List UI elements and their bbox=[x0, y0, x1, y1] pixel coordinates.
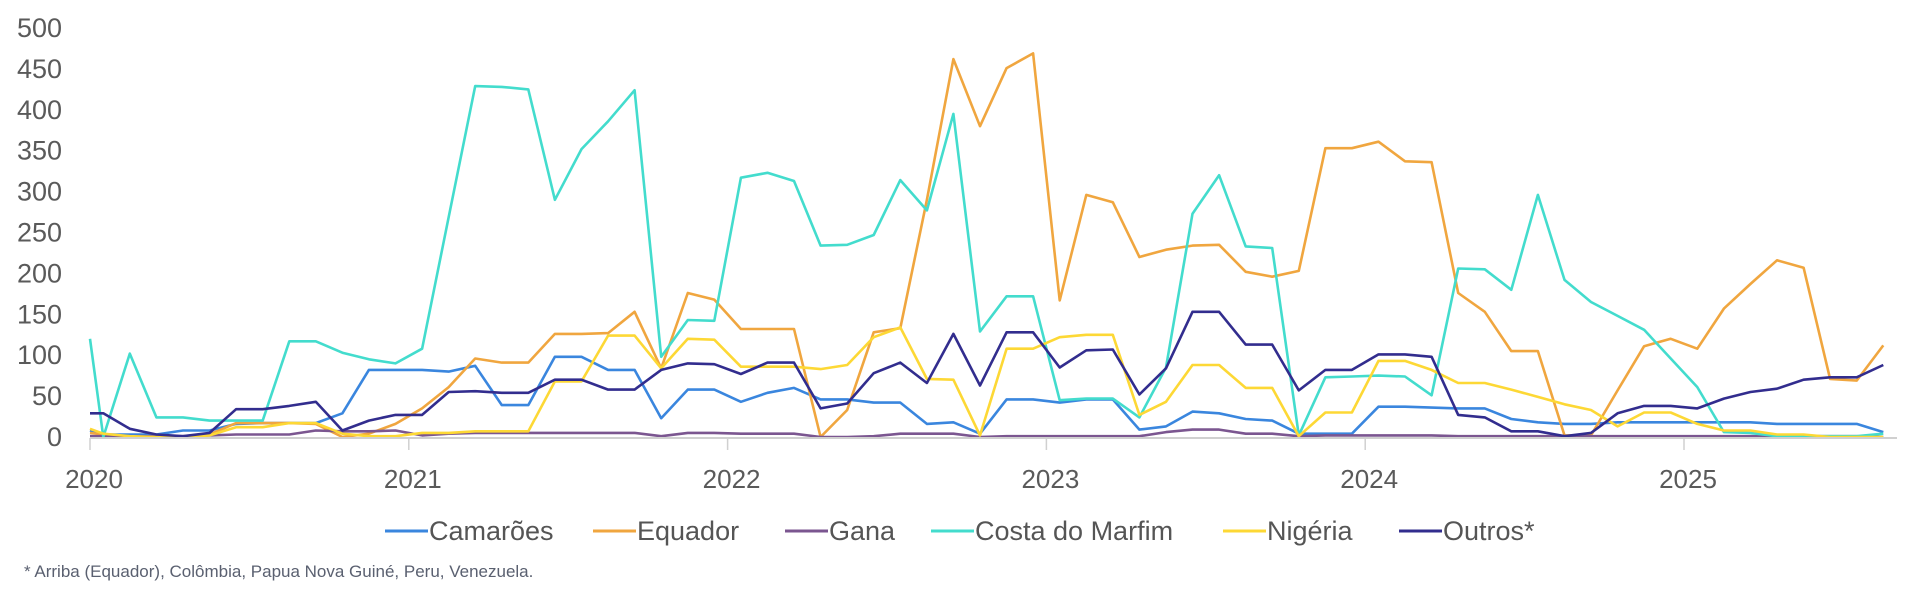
series-line-1 bbox=[89, 52, 1885, 439]
x-tick-label: 2022 bbox=[703, 464, 761, 494]
legend-label: Outros* bbox=[1443, 516, 1535, 546]
legend-label: Nigéria bbox=[1267, 516, 1354, 546]
y-tick-label: 300 bbox=[17, 177, 62, 207]
y-tick-label: 50 bbox=[32, 381, 62, 411]
x-tick-label: 2021 bbox=[384, 464, 442, 494]
legend-label: Camarões bbox=[429, 516, 554, 546]
legend-item: Equador bbox=[593, 516, 739, 546]
legend-label: Gana bbox=[829, 516, 896, 546]
legend: Camarões Equador Gana Costa do Marfim Nigéri… bbox=[385, 516, 1535, 546]
y-tick-label: 0 bbox=[47, 422, 62, 452]
legend-item: Costa do Marfim bbox=[931, 516, 1173, 546]
x-tick-label: 2024 bbox=[1340, 464, 1398, 494]
y-tick-label: 100 bbox=[17, 340, 62, 370]
y-tick-label: 500 bbox=[17, 13, 62, 43]
series-line-4 bbox=[89, 326, 1884, 439]
y-tick-label: 450 bbox=[17, 54, 62, 84]
legend-label: Costa do Marfim bbox=[975, 516, 1173, 546]
x-axis-ticks: 2020 2021 2022 2023 2024 2025 bbox=[65, 438, 1717, 494]
y-tick-label: 150 bbox=[17, 299, 62, 329]
legend-item: Outros* bbox=[1399, 516, 1535, 546]
series-line-5 bbox=[90, 310, 1884, 438]
y-axis-ticks: 0 50 100 150 200 250 300 350 400 450 500 bbox=[17, 13, 62, 452]
footnote: * Arriba (Equador), Colômbia, Papua Nova… bbox=[24, 562, 533, 581]
legend-item: Camarões bbox=[385, 516, 554, 546]
series-line-3 bbox=[88, 84, 1884, 439]
x-tick-label: 2020 bbox=[65, 464, 123, 494]
y-tick-label: 200 bbox=[17, 258, 62, 288]
y-tick-label: 350 bbox=[17, 136, 62, 166]
y-tick-label: 250 bbox=[17, 218, 62, 248]
y-tick-label: 400 bbox=[17, 95, 62, 125]
x-tick-label: 2023 bbox=[1021, 464, 1079, 494]
legend-item: Gana bbox=[785, 516, 896, 546]
x-tick-label: 2025 bbox=[1659, 464, 1717, 494]
series-lines bbox=[88, 52, 1885, 439]
legend-item: Nigéria bbox=[1223, 516, 1354, 546]
legend-label: Equador bbox=[637, 516, 739, 546]
